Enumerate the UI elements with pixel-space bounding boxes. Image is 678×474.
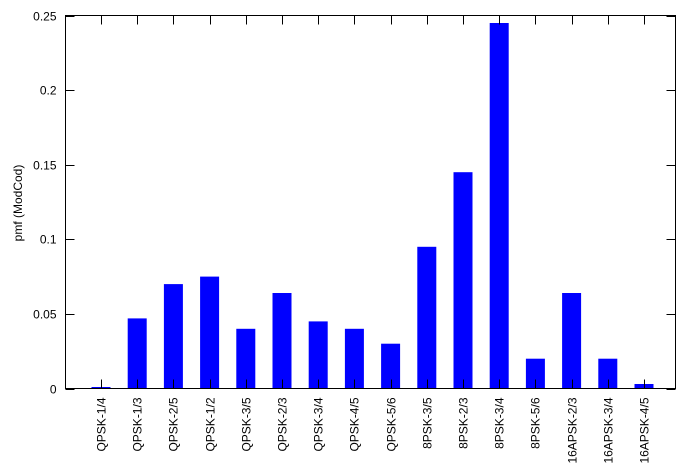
y-tick-label: 0.2 — [40, 84, 57, 98]
y-axis-label: pmf (ModCod) — [11, 165, 25, 242]
x-tick-label: QPSK-3/4 — [312, 397, 326, 451]
bar — [236, 328, 256, 389]
x-tick-label: 8PSK-3/4 — [493, 397, 507, 449]
bar — [489, 23, 509, 389]
x-tick-label: QPSK-4/5 — [348, 397, 362, 451]
x-tick-label: 8PSK-3/5 — [421, 397, 435, 449]
x-tick-label: QPSK-1/3 — [131, 397, 145, 451]
bar — [200, 276, 220, 389]
x-tick-label: 16APSK-2/3 — [566, 397, 580, 463]
bar — [344, 328, 364, 389]
x-tick-label: 16APSK-3/4 — [602, 397, 616, 463]
bar — [308, 321, 328, 389]
x-tick-label: QPSK-1/2 — [204, 397, 218, 451]
x-tick-label: 8PSK-5/6 — [529, 397, 543, 449]
plot-frame — [65, 15, 676, 389]
bar — [272, 293, 292, 389]
x-tick-label: QPSK-1/4 — [95, 397, 109, 451]
bar — [381, 343, 401, 389]
bar — [453, 172, 473, 389]
x-tick-label: 16APSK-4/5 — [638, 397, 652, 463]
ticks-layer — [65, 15, 676, 390]
bar — [163, 284, 183, 389]
x-tick-label: QPSK-2/3 — [276, 397, 290, 451]
x-tick-label: QPSK-5/6 — [385, 397, 399, 451]
y-tick-label: 0.25 — [33, 10, 57, 24]
bar — [598, 358, 618, 389]
bar — [562, 293, 582, 389]
y-tick-label: 0.1 — [40, 233, 57, 247]
bars-layer — [91, 23, 654, 389]
x-tick-label: QPSK-2/5 — [167, 397, 181, 451]
bar — [127, 318, 147, 389]
bar — [417, 246, 437, 389]
x-tick-labels: QPSK-1/4 QPSK-1/3 QPSK-2/5 QPSK-1/2 QPSK-3/5… — [95, 397, 652, 463]
y-tick-label: 0.05 — [33, 308, 57, 322]
x-tick-label: 8PSK-2/3 — [457, 397, 471, 449]
y-tick-label: 0.15 — [33, 159, 57, 173]
bar — [525, 358, 545, 389]
y-tick-label: 0 — [50, 383, 57, 397]
y-tick-labels: 0 0.05 0.1 0.15 0.2 0.25 — [33, 10, 57, 397]
x-tick-label: QPSK-3/5 — [240, 397, 254, 451]
